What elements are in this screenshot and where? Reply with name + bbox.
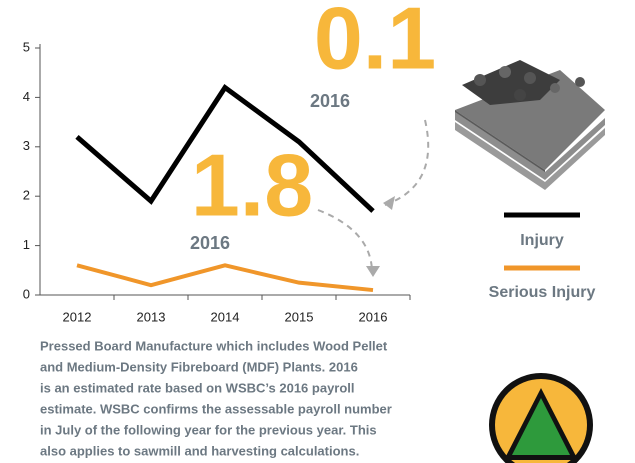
annotation: 2016 — [190, 233, 230, 253]
x-tick-label: 2014 — [211, 309, 240, 324]
footnote-line: Pressed Board Manufacture which includes… — [40, 338, 388, 353]
legend-label: Injury — [520, 232, 564, 249]
footnote-line: and Medium-Density Fibreboard (MDF) Plan… — [40, 359, 358, 374]
annotation: 1.8 — [191, 135, 313, 234]
arrow-head — [383, 196, 395, 210]
series-line — [77, 265, 373, 290]
x-tick-label: 2012 — [63, 309, 92, 324]
y-tick-label: 0 — [23, 286, 30, 301]
x-tick-label: 2015 — [285, 309, 314, 324]
y-tick-label: 2 — [23, 188, 30, 203]
y-tick-label: 3 — [23, 138, 30, 153]
x-tick-label: 2013 — [137, 309, 166, 324]
chart: 012345201220132014201520160.120161.82016… — [0, 0, 635, 463]
footnote-line: in July of the following year for the pr… — [40, 422, 377, 437]
pellet-image — [455, 60, 605, 190]
annotation-arrows — [318, 120, 428, 270]
footnote-line: is an estimated rate based on WSBC’s 201… — [40, 380, 355, 395]
footnote-line: estimate. WSBC confirms the assessable p… — [40, 401, 392, 416]
y-tick-label: 5 — [23, 39, 30, 54]
y-tick-label: 4 — [23, 89, 30, 104]
x-tick-label: 2016 — [359, 309, 388, 324]
page: {"chart_data": {"type": "line", "categor… — [0, 0, 635, 463]
legend-label: Serious Injury — [489, 284, 596, 301]
annotation: 0.1 — [314, 0, 436, 87]
arrow-head — [366, 266, 380, 277]
footnote-line: also applies to sawmill and harvesting c… — [40, 443, 359, 458]
annotation: 2016 — [310, 91, 350, 111]
logo — [489, 373, 593, 463]
y-tick-label: 1 — [23, 237, 30, 252]
